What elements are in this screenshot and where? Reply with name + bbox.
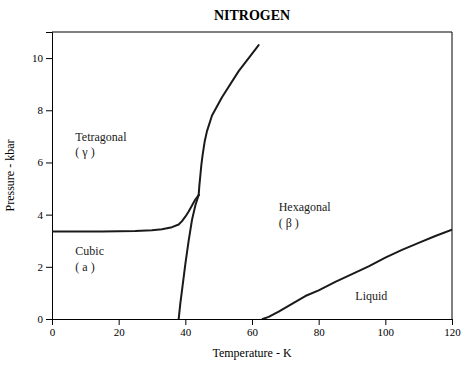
y-tick-label: 6 [38,156,44,168]
phase-boundary [199,45,259,195]
y-axis: 0 2 4 6 8 10 [32,33,53,326]
y-tick-mark [46,162,52,163]
plot-area: 0 20 40 60 80 100 120 0 2 4 6 8 10 Tetragonal( γ ) Cub… [32,32,461,338]
x-tick: 80 [314,319,326,338]
region-label: ( β ) [279,216,299,230]
x-tick-mark [119,319,120,325]
y-tick-label: 4 [38,209,44,221]
x-tick: 60 [247,319,259,338]
x-axis: 0 20 40 60 80 100 120 [50,319,462,338]
y-axis-line [46,33,53,320]
y-tick: 2 [38,261,53,273]
y-tick-label: 8 [38,104,44,116]
y-tick-label: 0 [38,313,44,325]
x-tick-label: 60 [247,326,259,338]
frame-right [452,32,453,319]
x-tick-label: 80 [314,326,326,338]
y-tick: 0 [38,313,53,325]
region-label: Cubic [75,244,104,258]
y-tick-mark [46,267,52,268]
x-tick: 20 [114,319,126,338]
x-tick-mark [185,319,186,325]
y-tick-label: 2 [38,261,44,273]
x-tick-mark [452,319,453,325]
annotations: Tetragonal( γ ) Cubic ( a ) Hexagonal ( β ) L… [75,130,387,303]
x-tick-label: 40 [180,326,192,338]
title: NITROGEN [214,8,290,23]
phase-boundary [179,195,199,319]
x-tick-label: 100 [378,326,395,338]
x-tick-mark [252,319,253,325]
x-tick: 0 [50,319,56,338]
x-axis-title: Temperature - K [212,346,291,360]
y-axis-title: Pressure - kbar [3,140,17,212]
chart: 0 20 40 60 80 100 120 0 2 4 6 8 10 Tetragonal( γ ) Cub… [0,0,474,365]
x-tick-label: 20 [114,326,126,338]
region-label: Hexagonal [279,200,332,214]
y-tick: 8 [38,104,53,116]
x-tick-label: 120 [444,326,461,338]
x-tick-mark [319,319,320,325]
x-tick-mark [385,319,386,325]
y-tick-mark [46,319,52,320]
y-tick: 6 [38,156,53,168]
y-tick: 4 [38,209,53,221]
y-tick-mark [46,110,52,111]
x-tick: 40 [180,319,192,338]
phase-boundary [52,195,199,232]
y-tick: 10 [32,52,52,64]
region-label: ( γ ) [75,145,94,159]
y-tick-mark [46,58,52,59]
curves [52,45,452,319]
x-axis-line [53,320,453,326]
y-tick-label: 10 [32,52,44,64]
x-tick-label: 0 [50,326,56,338]
region-label: ( a ) [75,260,94,274]
y-tick-mark [46,215,52,216]
phase-boundary [263,230,452,319]
region-label: Liquid [355,289,387,303]
x-tick: 120 [444,319,461,338]
x-tick: 100 [378,319,395,338]
frame-top [52,32,452,33]
region-label: Tetragonal [75,130,127,144]
